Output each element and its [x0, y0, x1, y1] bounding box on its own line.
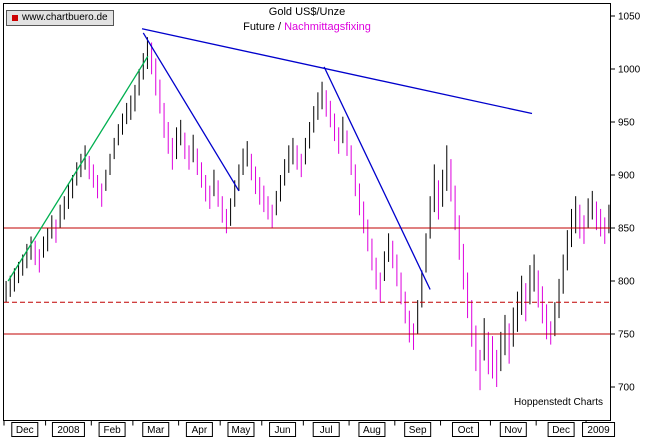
chart-title: Gold US$/Unze	[268, 6, 346, 18]
y-tick-label: 950	[618, 118, 635, 129]
x-label-box	[269, 422, 297, 437]
x-tick-label: Dec	[16, 425, 34, 436]
chart-subtitle: Future / Nachmittagsfixing	[3, 21, 611, 33]
x-tick-label: Feb	[103, 425, 121, 436]
y-tick-label: 800	[618, 277, 635, 288]
logo-mark-icon	[12, 14, 18, 21]
x-label-box	[185, 422, 213, 437]
y-tick-label: 1050	[618, 12, 641, 23]
x-tick-label: Nov	[504, 425, 522, 436]
subtitle-prefix: Future /	[243, 21, 285, 33]
july-breakdown-line	[323, 66, 431, 290]
x-tick-label: Sep	[409, 425, 427, 436]
x-label-box	[404, 422, 432, 437]
x-tick-label: May	[232, 425, 251, 436]
x-label-box	[499, 422, 527, 437]
x-tick-label: Dec	[552, 425, 570, 436]
primary-downtrend-line	[141, 28, 533, 115]
x-label-box	[547, 422, 575, 437]
y-tick-label: 1000	[618, 65, 641, 76]
y-tick-label: 700	[618, 383, 635, 394]
march-breakdown-line	[142, 32, 240, 192]
price-bars	[5, 37, 610, 391]
trendlines	[7, 28, 533, 290]
x-tick-label: Mar	[147, 425, 165, 436]
x-tick-label: Jun	[274, 425, 290, 436]
x-tick-label: Apr	[192, 425, 208, 436]
y-tick-label: 900	[618, 171, 635, 182]
y-axis: 1050 1000 950 900 850 800 750 700	[611, 12, 641, 394]
y-tick-label: 750	[618, 330, 635, 341]
x-tick-label: Jul	[320, 425, 333, 436]
logo-text: www.chartbuero.de	[22, 12, 108, 23]
x-label-box	[51, 422, 85, 437]
subtitle-highlight: Nachmittagsfixing	[284, 21, 371, 33]
x-tick-label: Oct	[458, 425, 474, 436]
x-label-box	[312, 422, 340, 437]
spring-uptrend-support-line	[7, 55, 149, 282]
chart-credit: Hoppenstedt Charts	[514, 397, 603, 408]
x-tick-label: 2009	[587, 425, 610, 436]
x-label-box	[11, 422, 39, 437]
logo-box: www.chartbuero.de	[6, 10, 114, 26]
x-label-box	[227, 422, 255, 437]
x-label-box	[358, 422, 386, 437]
price-level-lines	[4, 227, 610, 335]
x-label-box	[451, 422, 479, 437]
x-tick-label: Aug	[363, 425, 381, 436]
x-tick-label: 2008	[57, 425, 80, 436]
x-label-box	[142, 422, 170, 437]
x-label-box	[98, 422, 126, 437]
plot-border	[3, 3, 611, 421]
y-tick-label: 850	[618, 224, 635, 235]
x-label-box	[582, 422, 616, 437]
x-axis: Dec 2008 Feb Mar Apr May Jun Jul Aug Sep Oct Nov Dec…	[3, 420, 616, 437]
